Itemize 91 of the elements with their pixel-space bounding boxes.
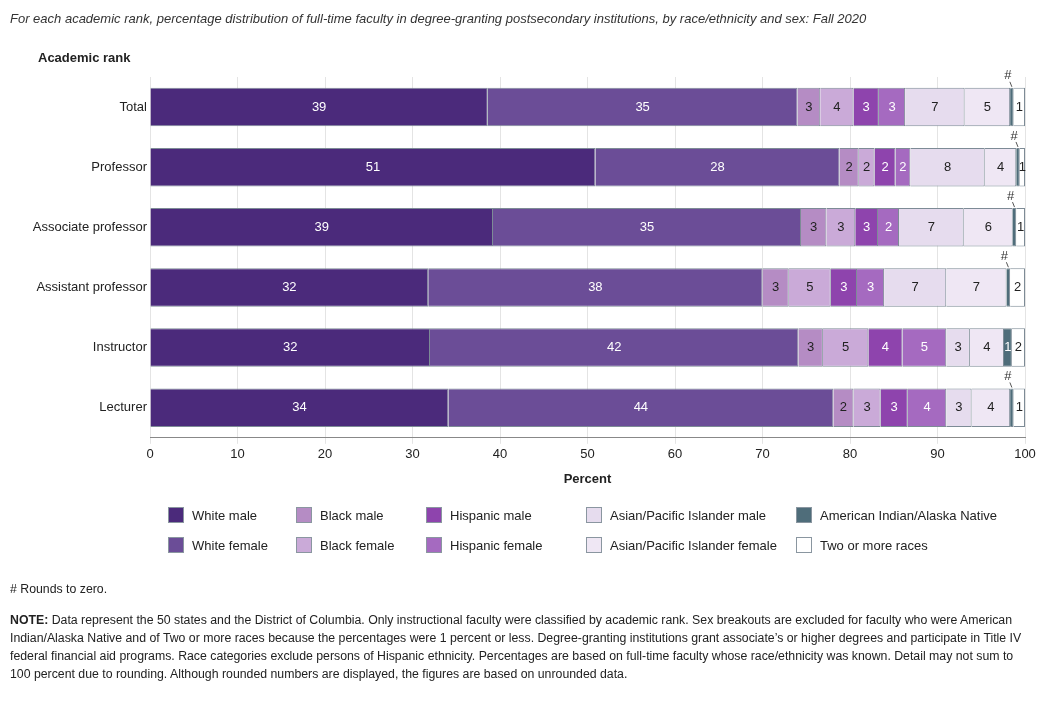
data-label: 5 [806,279,814,295]
data-label: # [1010,127,1019,143]
data-label: 8 [943,158,952,174]
data-label: 2 [863,158,871,174]
data-label: # [1004,368,1013,384]
data-label: 32 [283,339,298,355]
y-axis-title: Academic rank [38,50,131,65]
data-label: 7 [972,279,981,295]
y-tick-label: Assistant professor [36,279,148,295]
data-label: 3 [807,339,815,355]
y-tick-label: Instructor [92,339,148,355]
data-label: 3 [866,279,875,295]
x-tick-label: 30 [405,446,420,462]
data-label: 3 [805,98,813,114]
x-tick-label: 50 [580,446,595,462]
y-tick-label: Lecturer [99,399,148,415]
legend-label: Hispanic female [450,537,543,553]
text: # Rounds to zero. [10,581,109,598]
data-label: 2 [881,158,889,174]
data-label: 4 [983,339,991,355]
x-tick-label: 80 [842,446,858,462]
data-label: 2 [1014,339,1023,355]
data-label: 51 [365,158,381,174]
data-label: 34 [292,399,307,415]
data-label: 4 [833,98,841,114]
x-tick-label: 20 [317,446,333,462]
x-tick-label: 60 [667,446,683,462]
data-label: # [1004,67,1013,83]
data-label: 4 [923,399,931,415]
legend-label: White female [192,537,268,553]
x-tick-label: 0 [146,446,154,462]
data-label: 4 [996,158,1005,174]
data-label: 3 [863,218,871,234]
data-label: 2 [845,158,853,174]
data-label: 5 [920,339,928,355]
data-label: 35 [639,218,655,234]
x-tick-label: 40 [492,446,508,462]
data-label: 42 [606,339,622,355]
data-label: 39 [311,98,327,114]
legend-label: Black male [320,507,384,523]
x-tick-label: 10 [230,446,245,462]
legend-label: Asian/Pacific Islander female [610,537,777,553]
text: NOTE: Data represent the 50 states and the District of Columbia. Only instructional faculty were classified by academic rank. Sex breakouts are excluded for faculty who were American Indian/Alaska Native and of Two or more races because the percentages were 1 percent or less. Degree-granting institutions grant associate’s or higher degrees and participate in Title IV federal financial aid programs. Race categories exclude persons of Hispanic ethnicity. Percentages are based on full-time faculty whose race/ethnicity was known. Detail may not sum to 100 percent due to rounding. Although rounded numbers are displayed, the figures are based on unrounded data. [10,613,1022,681]
data-label: 39 [314,218,329,234]
data-label: 3 [863,399,871,415]
data-label: # [1000,247,1009,263]
data-label: 4 [881,339,890,355]
x-tick-label: 90 [930,446,945,462]
data-label: 7 [911,279,919,295]
data-label: 2 [899,158,907,174]
y-tick-label: Associate professor [32,218,148,234]
data-label: 3 [772,279,780,295]
data-label: 38 [588,279,603,295]
x-tick-label: 100 [1014,446,1036,462]
data-label: 1 [1017,218,1025,234]
chart-title: For each academic rank, percentage distribution of full-time faculty in degree-granting postsecondary institutions, by race/ethnicity and sex: Fall 2020 [10,11,867,26]
data-label: 7 [931,98,939,114]
data-label: 3 [954,339,962,355]
data-label: 6 [984,218,992,234]
data-label: 2 [839,399,848,415]
legend-label: White male [192,507,258,523]
data-label: 28 [710,158,725,174]
data-label: 32 [282,279,297,295]
data-label: 1 [1004,339,1012,355]
data-label: 35 [635,98,650,114]
data-label: 1 [1015,399,1023,415]
data-label: 3 [837,218,845,234]
data-label: 3 [862,98,870,114]
data-label: 2 [1013,279,1022,295]
data-label: # [1006,187,1015,203]
data-label: 3 [955,399,963,415]
legend-label: American Indian/Alaska Native [820,507,998,523]
data-label: 3 [810,218,818,234]
data-label: 5 [983,98,991,114]
data-label: 5 [842,339,850,355]
data-label: 44 [633,399,649,415]
legend-label: Hispanic male [450,507,532,523]
y-tick-label: Professor [91,158,148,174]
data-label: 3 [888,98,896,114]
legend-label: Black female [320,537,395,553]
x-tick-label: 70 [755,446,770,462]
y-tick-label: Total [119,98,148,114]
data-label: 2 [884,218,893,234]
data-label: 4 [987,399,995,415]
data-label: 7 [927,218,935,234]
data-label: 3 [890,399,898,415]
data-label: 1 [1015,98,1023,114]
legend-label: Asian/Pacific Islander male [610,507,767,523]
x-axis-title: Percent [563,470,613,486]
data-label: 3 [840,279,848,295]
legend-label: Two or more races [820,537,928,553]
